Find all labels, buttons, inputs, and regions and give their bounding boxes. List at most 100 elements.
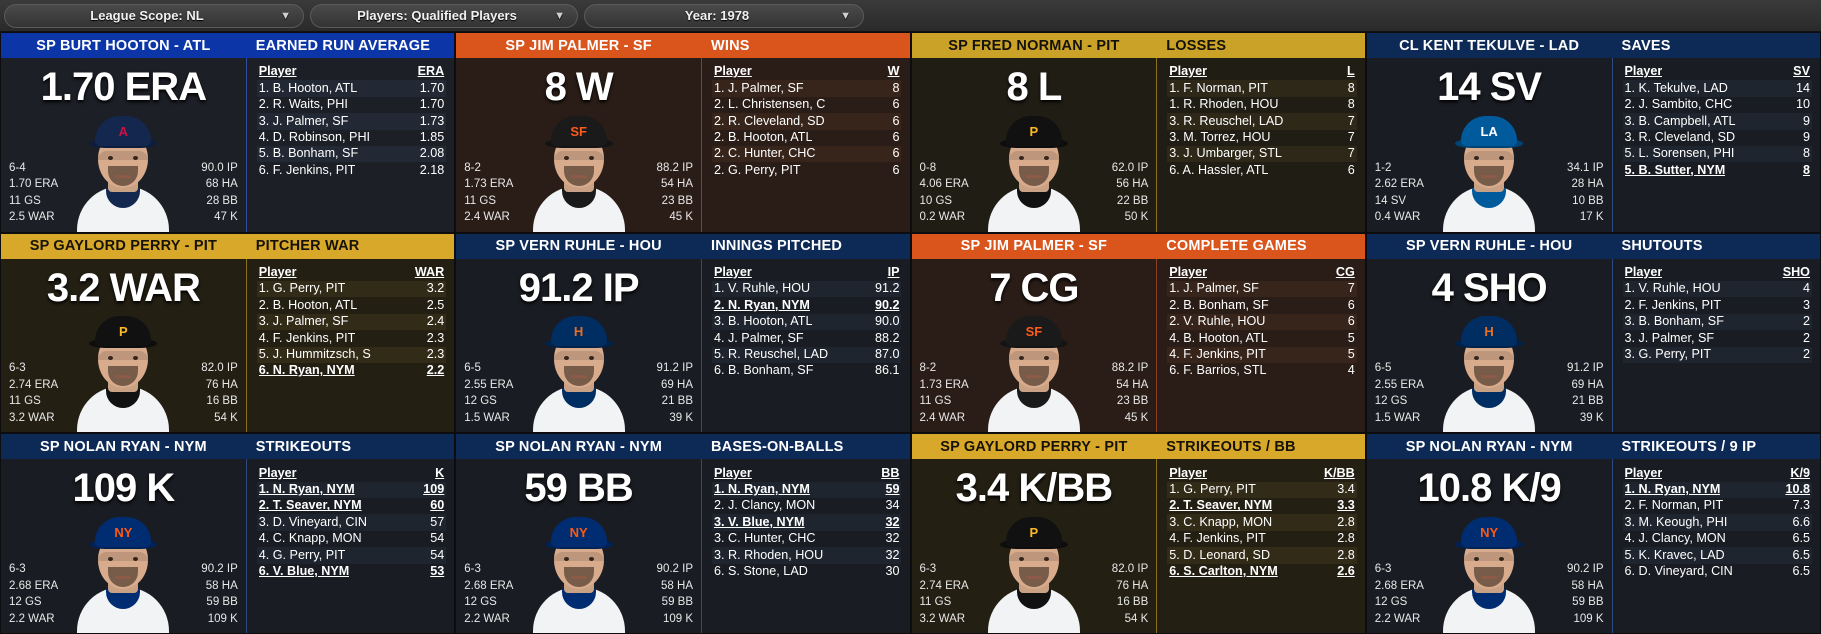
leaderboard-row[interactable]: 4. F. Jenkins, PIT 2.3: [257, 330, 446, 346]
leaderboard-row[interactable]: 4. F. Jenkins, PIT 2.8: [1167, 531, 1356, 547]
leaderboard-row[interactable]: 3. C. Knapp, MON 2.8: [1167, 514, 1357, 531]
row-stat-value: 3.4: [1337, 482, 1355, 497]
leaderboard-row[interactable]: 2. J. Sambito, CHC 10: [1623, 97, 1812, 113]
stat-item: 58 HA: [661, 579, 693, 592]
leaderboard-row[interactable]: 4. D. Robinson, PHI 1.85: [257, 130, 446, 146]
leader-summary: 3.2 WAR P 6-3 2.74 ERA 11 GS 3.2 WAR 82.0 IP 76…: [1, 259, 246, 433]
leader-panel[interactable]: SP GAYLORD PERRY - PIT PITCHER WAR 3.2 WAR…: [1, 233, 455, 433]
leader-panel[interactable]: SP NOLAN RYAN - NYM STRIKEOUTS 109 K NY 6-3 2…: [1, 434, 455, 633]
leaderboard-row[interactable]: 5. L. Sorensen, PHI 8: [1622, 145, 1812, 163]
leaderboard-row[interactable]: 2. F. Jenkins, PIT 3: [1623, 297, 1812, 313]
leaderboard-row[interactable]: 2. F. Norman, PIT 7.3: [1623, 498, 1812, 514]
leaderboard-row[interactable]: 5. B. Sutter, NYM 8: [1623, 162, 1812, 178]
player-portrait-avatar: P: [75, 316, 171, 433]
leaderboard-row[interactable]: 6. B. Bonham, SF 86.1: [712, 363, 901, 379]
leaderboard-row[interactable]: 3. B. Hooton, ATL 90.0: [712, 313, 902, 331]
leaderboard-row[interactable]: 2. B. Hooton, ATL 6: [712, 130, 901, 146]
leaderboard-row[interactable]: 1. N. Ryan, NYM 109: [256, 481, 447, 499]
leaderboard-row[interactable]: 6. F. Jenkins, PIT 2.18: [257, 162, 446, 178]
leaderboard-row[interactable]: 4. G. Perry, PIT 54: [256, 547, 447, 564]
leader-panel[interactable]: CL KENT TEKULVE - LAD SAVES 14 SV LA 1-2 2.62…: [1366, 33, 1820, 232]
leader-panel[interactable]: SP NOLAN RYAN - NYM STRIKEOUTS / 9 IP 10.8…: [1366, 434, 1820, 633]
leaderboard-row[interactable]: 4. J. Palmer, SF 88.2: [712, 330, 901, 346]
leaderboard-row[interactable]: 2. N. Ryan, NYM 90.2: [712, 297, 901, 313]
leader-panel[interactable]: SP NOLAN RYAN - NYM BASES-ON-BALLS 59 BB NY…: [456, 434, 910, 633]
leaderboard-row[interactable]: 2. V. Ruhle, HOU 6: [1167, 313, 1357, 331]
leaderboard-row[interactable]: 6. A. Hassler, ATL 6: [1167, 162, 1356, 178]
stat-item: 82.0 IP: [201, 362, 238, 375]
leaderboard-row[interactable]: 3. J. Umbarger, STL 7: [1167, 145, 1357, 163]
leaderboard-row[interactable]: 1. R. Rhoden, HOU 8: [1167, 97, 1356, 113]
leaderboard-row[interactable]: 2. G. Perry, PIT 6: [712, 162, 901, 178]
leaderboard-row[interactable]: 4. J. Clancy, MON 6.5: [1623, 531, 1812, 547]
leader-panel[interactable]: SP JIM PALMER - SF COMPLETE GAMES 7 CG SF 8-…: [911, 233, 1365, 433]
leaderboard-row[interactable]: 2. B. Bonham, SF 6: [1167, 297, 1356, 313]
leaderboard-row[interactable]: 4. C. Knapp, MON 54: [257, 531, 446, 547]
leader-panel[interactable]: SP JIM PALMER - SF WINS 8 W SF 8-2 1.73 ERA 11…: [456, 33, 910, 232]
leaderboard-row[interactable]: 1. F. Norman, PIT 8: [1167, 80, 1357, 97]
leaderboard-row[interactable]: 6. S. Carlton, NYM 2.6: [1167, 564, 1356, 580]
leaderboard-row[interactable]: 3. B. Campbell, ATL 9: [1622, 113, 1812, 130]
leaderboard-row[interactable]: 3. J. Palmer, SF 2.4: [256, 313, 447, 331]
leaderboard-row[interactable]: 6. N. Ryan, NYM 2.2: [257, 363, 446, 379]
leaderboard-row[interactable]: 2. T. Seaver, NYM 3.3: [1167, 498, 1356, 514]
leaderboard-row[interactable]: 1. J. Palmer, SF 7: [1167, 281, 1357, 298]
players-filter-dropdown[interactable]: Players: Qualified Players ▼: [310, 3, 578, 28]
leaderboard-row[interactable]: 6. D. Vineyard, CIN 6.5: [1623, 564, 1812, 580]
leaderboard-row[interactable]: 1. G. Perry, PIT 3.2: [256, 281, 447, 298]
year-dropdown[interactable]: Year: 1978 ▼: [584, 3, 864, 28]
leader-panel[interactable]: SP FRED NORMAN - PIT LOSSES 8 L P 0-8 4.06 ER…: [911, 33, 1365, 232]
leader-panel[interactable]: SP GAYLORD PERRY - PIT STRIKEOUTS / BB 3.4…: [911, 434, 1365, 633]
leaderboard-row[interactable]: 1. G. Perry, PIT 3.4: [1167, 481, 1357, 499]
leaderboard-row[interactable]: 1. K. Tekulve, LAD 14: [1622, 80, 1812, 97]
leader-panel[interactable]: SP BURT HOOTON - ATL EARNED RUN AVERAGE 1.…: [1, 33, 455, 232]
leaderboard-row[interactable]: 6. F. Barrios, STL 4: [1167, 363, 1356, 379]
leaderboard-row[interactable]: 3. J. Palmer, SF 1.73: [256, 113, 447, 130]
leaderboard-row[interactable]: 2. B. Hooton, ATL 2.5: [257, 297, 446, 313]
leaderboard-row[interactable]: 5. R. Reuschel, LAD 87.0: [712, 346, 902, 363]
leaderboard-row[interactable]: 5. J. Hummitzsch, S 2.3: [256, 346, 447, 363]
leaderboard-row[interactable]: 2. R. Cleveland, SD 6: [712, 113, 902, 130]
leaderboard-row[interactable]: 1. J. Palmer, SF 8: [712, 80, 902, 97]
list-header-row: Player K/BB: [1167, 465, 1356, 481]
leaderboard-row[interactable]: 2. T. Seaver, NYM 60: [257, 498, 446, 514]
stat-item: 3.2 WAR: [919, 612, 966, 625]
player-stats-right: 90.2 IP 58 HA 59 BB 109 K: [201, 561, 237, 627]
leaderboard-row[interactable]: 3. D. Vineyard, CIN 57: [256, 514, 447, 531]
leaderboard-row[interactable]: 4. B. Hooton, ATL 5: [1167, 330, 1356, 346]
leaderboard-row[interactable]: 1. V. Ruhle, HOU 4: [1622, 281, 1812, 298]
leaderboard-row[interactable]: 3. G. Perry, PIT 2: [1622, 346, 1812, 363]
row-player-name: 2. V. Ruhle, HOU: [1169, 314, 1266, 329]
leaderboard-row[interactable]: 3. C. Hunter, CHC 32: [712, 531, 901, 547]
leaderboard-row[interactable]: 2. C. Hunter, CHC 6: [712, 145, 902, 163]
leaderboard-row[interactable]: 5. D. Leonard, SD 2.8: [1167, 547, 1357, 564]
player-portrait-avatar: H: [531, 316, 627, 433]
leader-summary: 91.2 IP H 6-5 2.55 ERA 12 GS 1.5 WAR 91.2 IP 69…: [456, 259, 701, 433]
leaderboard-row[interactable]: 6. S. Stone, LAD 30: [712, 564, 901, 580]
leaderboard-row[interactable]: 3. J. Palmer, SF 2: [1623, 330, 1812, 346]
leaderboard-row[interactable]: 4. F. Jenkins, PIT 5: [1167, 346, 1357, 363]
leaderboard-row[interactable]: 1. N. Ryan, NYM 59: [712, 481, 902, 499]
leaderboard-row[interactable]: 1. V. Ruhle, HOU 91.2: [712, 281, 902, 298]
leaderboard-row[interactable]: 2. L. Christensen, C 6: [712, 97, 901, 113]
leaderboard-row[interactable]: 3. V. Blue, NYM 32: [712, 514, 902, 531]
leaderboard-row[interactable]: 3. R. Reuschel, LAD 7: [1167, 113, 1357, 130]
league-scope-dropdown[interactable]: League Scope: NL ▼: [4, 3, 304, 28]
leaderboard-row[interactable]: 6. V. Blue, NYM 53: [257, 564, 446, 580]
stat-item: 2.2 WAR: [9, 612, 55, 625]
leaderboard-row[interactable]: 5. K. Kravec, LAD 6.5: [1622, 547, 1812, 564]
leaderboard-row[interactable]: 1. N. Ryan, NYM 10.8: [1622, 481, 1812, 499]
leaderboard-row[interactable]: 5. B. Bonham, SF 2.08: [256, 145, 447, 163]
leader-panel[interactable]: SP VERN RUHLE - HOU SHUTOUTS 4 SHO H 6-5 2.55…: [1366, 233, 1820, 433]
panel-header: SP FRED NORMAN - PIT LOSSES: [911, 33, 1365, 58]
row-player-name: 3. M. Torrez, HOU: [1169, 129, 1271, 144]
leaderboard-row[interactable]: 3. R. Cleveland, SD 9: [1623, 130, 1812, 146]
leaderboard-row[interactable]: 3. M. Keough, PHI 6.6: [1622, 514, 1812, 531]
leaderboard-row[interactable]: 3. R. Rhoden, HOU 32: [712, 547, 902, 564]
leaderboard-row[interactable]: 2. J. Clancy, MON 34: [712, 498, 901, 514]
leaderboard-row[interactable]: 2. R. Waits, PHI 1.70: [257, 97, 446, 113]
leaderboard-row[interactable]: 1. B. Hooton, ATL 1.70: [256, 80, 447, 97]
leaderboard-row[interactable]: 3. B. Bonham, SF 2: [1622, 313, 1812, 331]
leaderboard-row[interactable]: 3. M. Torrez, HOU 7: [1167, 130, 1356, 146]
leader-panel[interactable]: SP VERN RUHLE - HOU INNINGS PITCHED 91.2 I…: [456, 233, 910, 433]
